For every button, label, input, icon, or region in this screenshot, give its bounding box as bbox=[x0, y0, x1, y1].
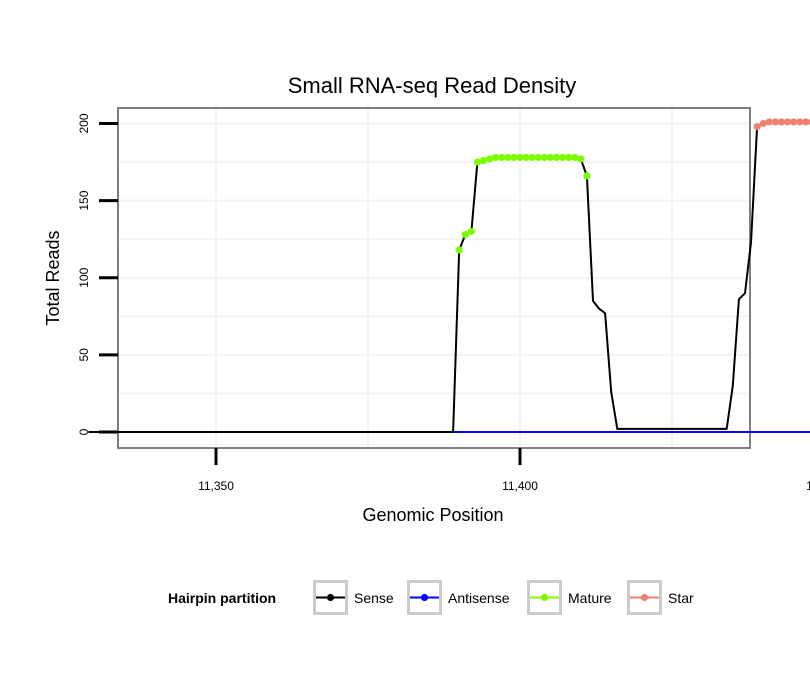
y-tick-label: 100 bbox=[77, 267, 91, 287]
data-point-mature bbox=[571, 153, 579, 162]
y-tick-label: 0 bbox=[77, 428, 91, 435]
x-tick-label: 11,350 bbox=[198, 479, 234, 493]
data-point-mature bbox=[455, 246, 463, 254]
y-tick-label: 50 bbox=[77, 348, 91, 362]
legend-label: Star bbox=[668, 590, 694, 606]
legend-label: Antisense bbox=[448, 590, 510, 606]
data-point-star bbox=[796, 118, 804, 126]
legend-item-antisense: Antisense bbox=[407, 580, 510, 615]
data-point-mature bbox=[546, 153, 555, 162]
data-point-mature bbox=[479, 156, 488, 165]
data-point-mature bbox=[486, 155, 494, 163]
data-point-star bbox=[790, 118, 798, 126]
data-point-mature bbox=[540, 153, 548, 162]
chart-title: Small RNA-seq Read Density bbox=[288, 73, 577, 98]
legend-key-point bbox=[326, 593, 335, 602]
x-tick-label: 11,450 bbox=[806, 479, 810, 493]
legend-item-sense: Sense bbox=[313, 580, 394, 615]
data-point-mature bbox=[534, 153, 542, 162]
data-point-star bbox=[783, 118, 792, 126]
data-point-star bbox=[765, 118, 773, 126]
legend-key-point bbox=[640, 593, 649, 602]
series-points bbox=[455, 118, 810, 254]
data-point-mature bbox=[528, 153, 536, 162]
data-point-star bbox=[753, 122, 761, 131]
data-point-mature bbox=[583, 172, 591, 180]
data-point-star bbox=[771, 118, 779, 126]
data-point-mature bbox=[510, 153, 518, 162]
y-axis: 0 50 100 150 200 bbox=[77, 113, 118, 435]
data-point-mature bbox=[558, 153, 567, 162]
x-tick-label: 11,400 bbox=[502, 479, 538, 493]
data-point-star bbox=[777, 118, 786, 126]
legend-item-mature: Mature bbox=[527, 580, 612, 615]
legend-key-point bbox=[420, 593, 429, 602]
legend-key-point bbox=[540, 593, 549, 602]
data-point-mature bbox=[504, 153, 512, 162]
legend-item-star: Star bbox=[627, 580, 694, 615]
data-point-mature bbox=[552, 153, 561, 162]
data-point-mature bbox=[565, 153, 573, 162]
data-point-mature bbox=[577, 155, 585, 163]
legend-label: Sense bbox=[354, 590, 394, 606]
data-point-mature bbox=[516, 153, 524, 162]
y-tick-label: 200 bbox=[77, 113, 91, 133]
legend-title: Hairpin partition bbox=[168, 590, 276, 606]
data-point-star bbox=[759, 119, 767, 128]
x-axis-title: Genomic Position bbox=[362, 505, 503, 525]
data-point-mature bbox=[492, 153, 500, 162]
data-point-mature bbox=[461, 230, 469, 239]
data-point-star bbox=[802, 118, 810, 126]
plot-panel bbox=[117, 107, 751, 449]
data-point-mature bbox=[467, 227, 475, 236]
legend: Hairpin partition Sense Antisense Mature St… bbox=[168, 580, 694, 615]
data-point-mature bbox=[498, 153, 506, 162]
y-tick-label: 150 bbox=[77, 190, 91, 210]
y-axis-title: Total Reads bbox=[43, 230, 63, 325]
legend-label: Mature bbox=[568, 590, 612, 606]
data-point-mature bbox=[522, 153, 530, 162]
data-point-mature bbox=[473, 158, 482, 166]
